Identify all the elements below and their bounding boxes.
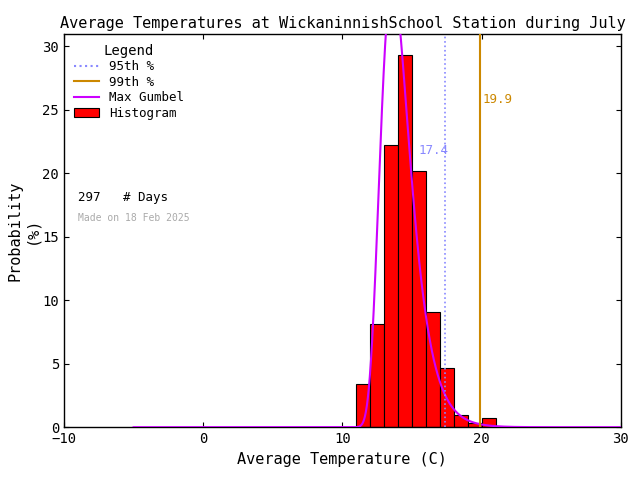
Y-axis label: Probability
(%): Probability (%) xyxy=(7,180,40,281)
Text: 17.4: 17.4 xyxy=(419,144,449,157)
Text: Made on 18 Feb 2025: Made on 18 Feb 2025 xyxy=(78,213,189,223)
Bar xyxy=(384,145,398,427)
Bar xyxy=(356,384,370,427)
Bar xyxy=(481,418,495,427)
X-axis label: Average Temperature (C): Average Temperature (C) xyxy=(237,452,447,467)
Text: 19.9: 19.9 xyxy=(483,94,513,107)
Text: 297   # Days: 297 # Days xyxy=(78,191,168,204)
Title: Average Temperatures at WickaninnishSchool Station during July: Average Temperatures at WickaninnishScho… xyxy=(60,16,625,31)
Bar xyxy=(426,312,440,427)
Bar xyxy=(468,423,482,427)
Bar xyxy=(370,324,384,427)
Legend: 95th %, 99th %, Max Gumbel, Histogram: 95th %, 99th %, Max Gumbel, Histogram xyxy=(70,40,188,123)
Bar xyxy=(440,368,454,427)
Bar xyxy=(454,415,468,427)
Bar xyxy=(398,55,412,427)
Bar xyxy=(412,171,426,427)
